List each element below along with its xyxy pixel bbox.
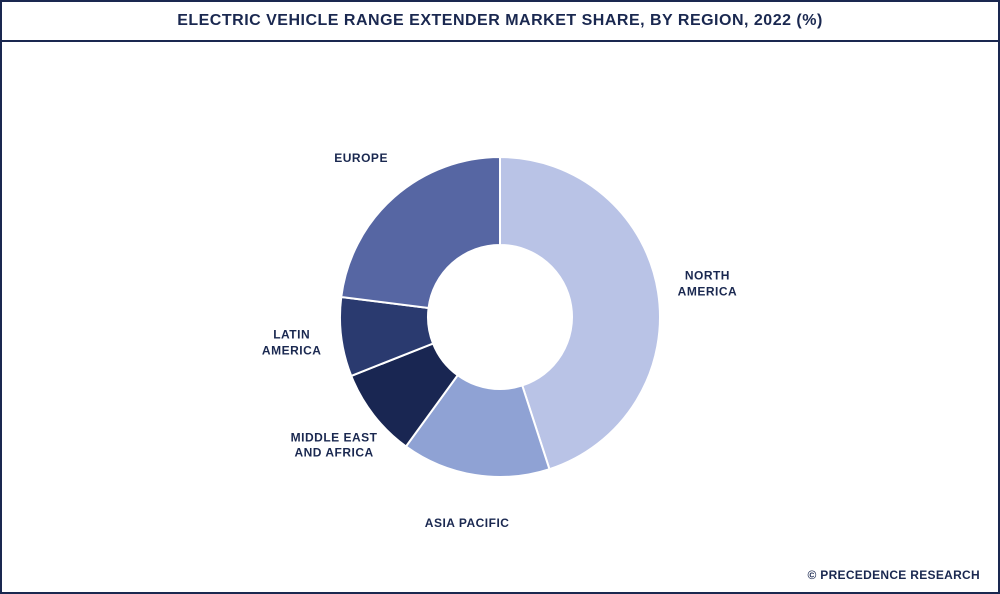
donut-slice-4 xyxy=(341,157,500,308)
copyright-text: © PRECEDENCE RESEARCH xyxy=(807,568,980,582)
slice-label-3: LATIN AMERICA xyxy=(262,328,322,359)
slice-label-0: NORTH AMERICA xyxy=(678,269,738,300)
donut-chart: NORTH AMERICA45.00%ASIA PACIFICMIDDLE EA… xyxy=(340,157,660,477)
chart-container: ELECTRIC VEHICLE RANGE EXTENDER MARKET S… xyxy=(0,0,1000,594)
slice-label-1: ASIA PACIFIC xyxy=(425,517,510,533)
chart-title: ELECTRIC VEHICLE RANGE EXTENDER MARKET S… xyxy=(2,2,998,42)
chart-area: NORTH AMERICA45.00%ASIA PACIFICMIDDLE EA… xyxy=(2,42,998,592)
